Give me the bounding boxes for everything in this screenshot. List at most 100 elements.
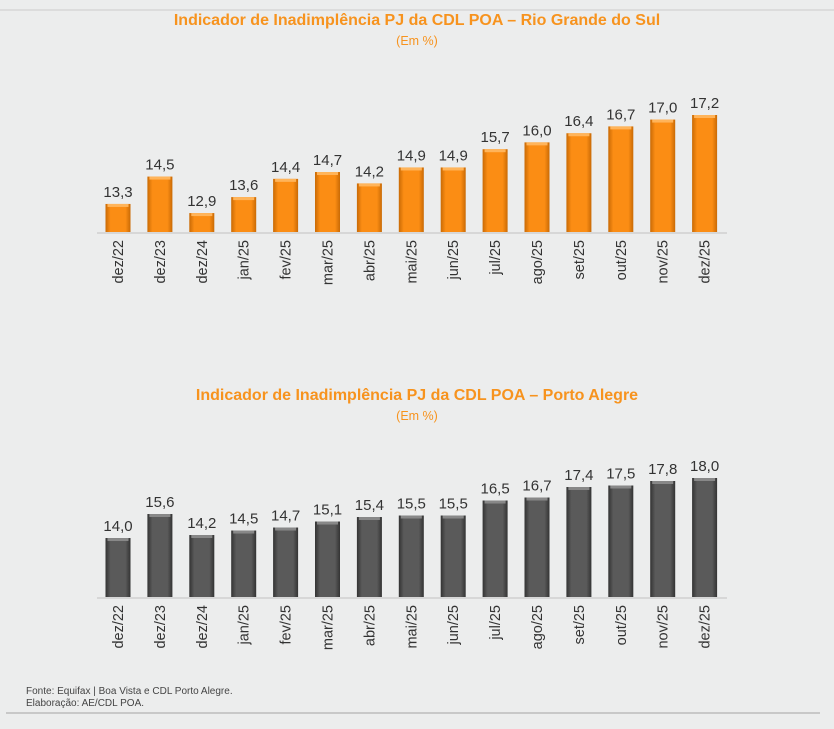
chart2-data-label: 14,7 — [271, 508, 300, 525]
chart2-tick-label: ago/25 — [530, 605, 546, 649]
chart2-bar — [440, 515, 466, 597]
chart2-bar-highlight — [400, 515, 422, 519]
chart1-bar-highlight — [317, 172, 338, 176]
chart1-bar — [356, 183, 382, 232]
chart1-bar — [440, 167, 466, 232]
chart2-tick-label: abr/25 — [362, 605, 378, 646]
chart1-bar — [105, 203, 131, 232]
chart2-data-label: 14,2 — [187, 515, 216, 532]
chart1-bar-highlight — [484, 149, 506, 153]
chart2-data-label: 17,4 — [564, 467, 593, 484]
chart2-bar — [231, 530, 257, 597]
chart2-bar — [482, 500, 508, 597]
chart1-bar — [273, 178, 299, 232]
chart1-bar-highlight — [191, 213, 213, 217]
chart1-bar — [398, 167, 424, 232]
chart2-bar — [315, 521, 340, 597]
chart2-bar-highlight — [442, 515, 464, 519]
chart1-bar — [692, 115, 718, 232]
chart1-tick-label: fev/25 — [279, 240, 295, 280]
chart1-tick-label: jun/25 — [446, 240, 462, 281]
chart2-bar — [398, 515, 424, 597]
chart1-bar-highlight — [610, 126, 632, 130]
chart1-data-label: 16,4 — [564, 113, 593, 130]
bottom-divider — [6, 712, 820, 714]
chart1-tick-label: out/25 — [614, 240, 630, 280]
chart1-bar — [231, 197, 257, 232]
chart1-bar — [315, 172, 340, 232]
chart1-tick-label: dez/24 — [195, 240, 211, 284]
chart2-bar — [650, 481, 676, 597]
chart1-data-label: 15,7 — [480, 129, 509, 146]
chart2-bar-highlight — [484, 500, 506, 504]
chart1-data-label: 14,4 — [271, 159, 300, 176]
chart1-subtitle: (Em %) — [396, 34, 438, 48]
chart1-data-label: 14,7 — [313, 152, 342, 169]
chart2-tick-label: mar/25 — [321, 605, 337, 650]
chart1-data-label: 17,2 — [690, 95, 719, 112]
chart2-bar-highlight — [694, 478, 716, 481]
chart1-tick-label: ago/25 — [530, 240, 546, 284]
chart2-bar-highlight — [568, 487, 590, 491]
chart2-bar — [189, 535, 215, 597]
chart2-bar-highlight — [610, 485, 632, 489]
chart2-tick-label: jun/25 — [446, 605, 462, 646]
chart2-data-label: 16,7 — [522, 478, 551, 495]
chart2-data-label: 15,5 — [397, 496, 426, 513]
chart1-data-label: 13,3 — [103, 184, 132, 201]
chart1-bar-highlight — [358, 183, 380, 187]
chart1-tick-label: jan/25 — [237, 240, 253, 281]
chart2-subtitle: (Em %) — [396, 409, 438, 423]
chart2-bar — [692, 478, 718, 597]
chart1-data-label: 14,9 — [397, 147, 426, 164]
chart2-bar — [524, 497, 550, 597]
chart2-tick-label: fev/25 — [279, 605, 295, 645]
chart2-data-label: 16,5 — [480, 481, 509, 498]
chart1-bar-highlight — [652, 119, 674, 123]
chart2-tick-label: dez/22 — [111, 605, 127, 649]
chart2-data-label: 14,0 — [103, 518, 132, 535]
chart1-tick-label: abr/25 — [362, 240, 378, 281]
chart2-tick-label: jul/25 — [488, 605, 504, 641]
chart1-bar — [147, 176, 173, 232]
chart1-data-label: 16,7 — [606, 106, 635, 123]
chart2-data-label: 17,5 — [606, 466, 635, 483]
top-divider — [0, 9, 834, 11]
chart2-bar-highlight — [275, 527, 297, 531]
chart2-data-label: 15,5 — [439, 496, 468, 513]
chart2-bar-highlight — [107, 538, 129, 542]
chart1-bar-highlight — [526, 142, 548, 146]
chart1-data-label: 14,2 — [355, 163, 384, 180]
chart2-tick-label: mai/25 — [404, 605, 420, 649]
chart1-bar — [482, 149, 508, 232]
chart1-bar-highlight — [149, 176, 171, 180]
chart1-bar — [608, 126, 634, 232]
chart1-tick-label: jul/25 — [488, 240, 504, 276]
chart1-bar — [189, 213, 215, 232]
chart1-data-label: 14,9 — [439, 147, 468, 164]
chart1-bar-highlight — [233, 197, 255, 201]
footer-elaboration: Elaboração: AE/CDL POA. — [26, 698, 145, 709]
chart2-data-label: 14,5 — [229, 511, 258, 528]
chart2-bar-highlight — [191, 535, 213, 539]
chart1-tick-label: dez/25 — [698, 240, 714, 284]
chart1-tick-label: mai/25 — [404, 240, 420, 284]
chart2-bar-highlight — [233, 530, 255, 534]
chart2-tick-label: jan/25 — [237, 605, 253, 646]
chart1-bar-highlight — [107, 203, 129, 207]
chart1-data-label: 13,6 — [229, 177, 258, 194]
chart2-data-label: 17,8 — [648, 461, 677, 478]
chart2-tick-label: dez/24 — [195, 605, 211, 649]
chart1-tick-label: nov/25 — [656, 240, 672, 284]
chart1-tick-label: set/25 — [572, 240, 588, 280]
chart1-bar-highlight — [400, 167, 422, 171]
chart1-bar-highlight — [694, 115, 716, 118]
chart2-bar-highlight — [652, 481, 674, 485]
chart1-bar — [524, 142, 550, 232]
chart2-title: Indicador de Inadimplência PJ da CDL POA… — [195, 387, 639, 404]
chart2-tick-label: dez/23 — [153, 605, 169, 649]
chart2-tick-label: dez/25 — [698, 605, 714, 649]
chart2-bar-highlight — [526, 497, 548, 501]
chart2-bar-highlight — [149, 514, 171, 518]
